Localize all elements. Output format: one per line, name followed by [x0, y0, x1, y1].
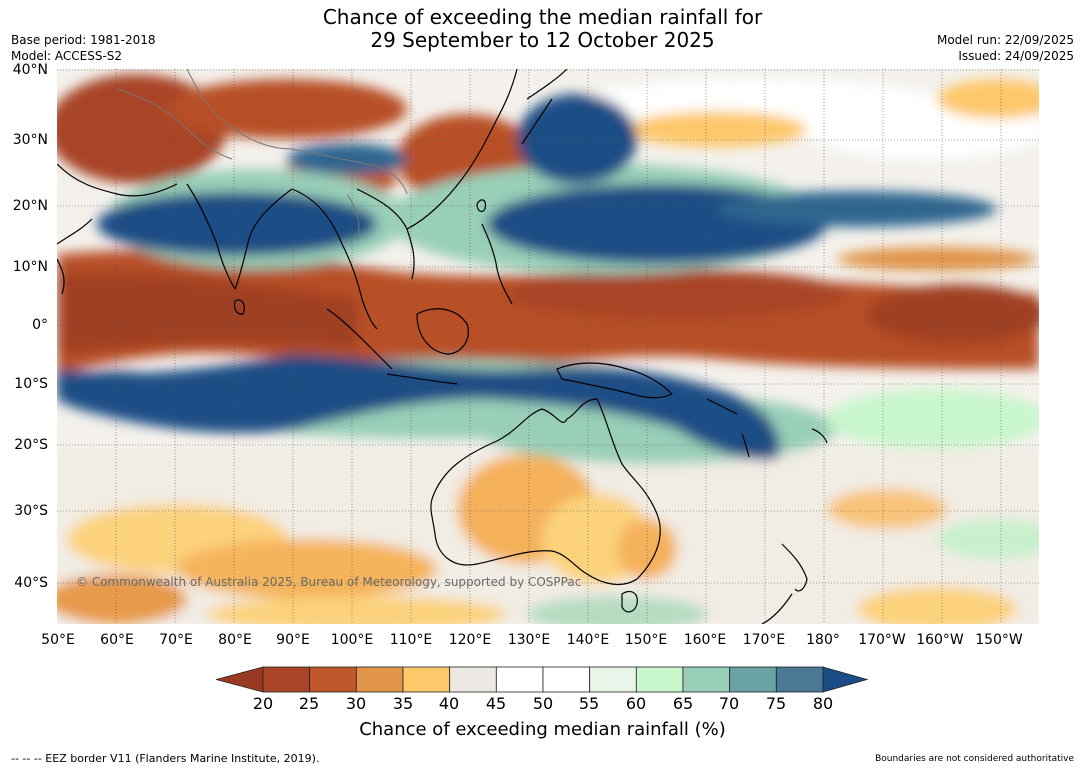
lon-label-180: 180° [806, 632, 840, 648]
lat-label-30s: 30°S [14, 503, 48, 519]
lat-label-10s: 10°S [14, 376, 48, 392]
chart-title-line2: 29 September to 12 October 2025 [370, 28, 715, 52]
chart-title-line1: Chance of exceeding the median rainfall … [322, 5, 763, 29]
cb-tick-55: 55 [578, 694, 600, 713]
lat-label-20n: 20°N [12, 198, 48, 214]
lon-label-170w: 170°W [858, 632, 906, 648]
colorbar-over-arrow [822, 666, 869, 693]
cb-tick-30: 30 [345, 694, 367, 713]
lon-label-70e: 70°E [159, 632, 193, 648]
cb-tick-45: 45 [485, 694, 507, 713]
lon-label-90e: 90°E [276, 632, 310, 648]
colorbar-segment [495, 666, 544, 693]
colorbar-segment [682, 666, 731, 693]
lon-label-130e: 130°E [507, 632, 551, 648]
cb-tick-40: 40 [438, 694, 460, 713]
model-run: Model run: 22/09/2025 [936, 33, 1074, 47]
colorbar-under-arrow [216, 666, 264, 693]
lon-label-160w: 160°W [916, 632, 964, 648]
model-name: Model: ACCESS-S2 [11, 49, 123, 63]
cb-tick-50: 50 [532, 694, 554, 713]
lat-label-30n: 30°N [12, 132, 48, 148]
colorbar-segments [262, 666, 824, 693]
colorbar-segment [635, 666, 684, 693]
lat-label-20s: 20°S [14, 437, 48, 453]
lon-label-50e: 50°E [41, 632, 75, 648]
lon-label-120e: 120°E [448, 632, 492, 648]
cb-tick-70: 70 [718, 694, 740, 713]
cb-tick-25: 25 [298, 694, 320, 713]
lon-label-150w: 150°W [975, 632, 1023, 648]
colorbar-segment [402, 666, 451, 693]
colorbar-segment [355, 666, 404, 693]
cb-tick-60: 60 [625, 694, 647, 713]
colorbar-segment [542, 666, 591, 693]
colorbar-label: Chance of exceeding median rainfall (%) [359, 719, 726, 740]
rainfall-map [57, 69, 1039, 624]
lon-label-150e: 150°E [624, 632, 668, 648]
lat-label-0: 0° [32, 317, 48, 333]
colorbar-segment [309, 666, 357, 693]
lat-label-40n: 40°N [12, 62, 48, 78]
colorbar-segment [589, 666, 637, 693]
lat-label-40s: 40°S [14, 575, 48, 591]
colorbar [216, 666, 869, 693]
eez-border-note: -- -- -- EEZ border V11 (Flanders Marine… [11, 752, 320, 765]
lon-label-110e: 110°E [389, 632, 433, 648]
boundaries-disclaimer: Boundaries are not considered authoritat… [875, 754, 1074, 764]
meta-left: Base period: 1981-2018 Model: ACCESS-S2 [11, 32, 156, 64]
lon-label-140e: 140°E [566, 632, 610, 648]
cb-tick-35: 35 [392, 694, 414, 713]
lon-label-100e: 100°E [330, 632, 374, 648]
meta-right: Model run: 22/09/2025 Issued: 24/09/2025 [937, 32, 1074, 64]
colorbar-segment [262, 666, 311, 693]
lon-label-170e: 170°E [742, 632, 786, 648]
cb-tick-80: 80 [812, 694, 834, 713]
issued-date: Issued: 24/09/2025 [958, 49, 1074, 63]
base-period: Base period: 1981-2018 [11, 33, 156, 47]
lon-label-160e: 160°E [683, 632, 727, 648]
lon-label-80e: 80°E [218, 632, 252, 648]
cb-tick-20: 20 [252, 694, 274, 713]
map-canvas [57, 69, 1039, 624]
lon-label-60e: 60°E [100, 632, 134, 648]
colorbar-segment [775, 666, 824, 693]
cb-tick-75: 75 [765, 694, 787, 713]
cb-tick-65: 65 [672, 694, 694, 713]
copyright-notice: © Commonwealth of Australia 2025, Bureau… [76, 575, 582, 589]
lat-label-10n: 10°N [12, 259, 48, 275]
colorbar-segment [449, 666, 497, 693]
colorbar-segment [729, 666, 777, 693]
